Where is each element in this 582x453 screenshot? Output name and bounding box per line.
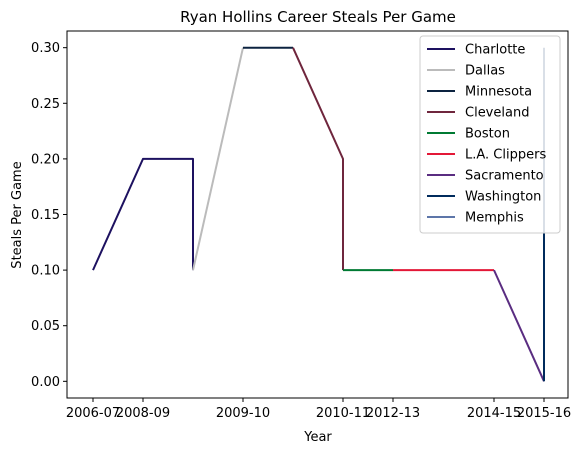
x-tick-label: 2015-16 [517,406,571,421]
legend-label: Cleveland [465,106,529,121]
legend-label: Washington [465,190,541,205]
legend-label: L.A. Clippers [465,148,546,163]
legend-box [419,35,561,234]
legend-label: Sacramento [465,169,544,184]
legend: Charlotte Dallas Minnesota Cleveland Boston L… [419,35,561,234]
series-line-0 [92,157,194,271]
series-line-6 [493,269,545,382]
series-line-3 [292,47,344,271]
legend-label: Minnesota [465,85,532,100]
legend-label: Dallas [465,64,505,79]
y-tick-label: 0.15 [31,208,60,223]
y-tick-label: 0.30 [31,41,60,56]
x-tick-label: 2014-15 [467,406,521,421]
y-tick-label: 0.25 [31,97,60,112]
y-tick-label: 0.05 [31,319,60,334]
legend-label: Memphis [465,211,524,226]
y-tick-label: 0.20 [31,152,60,167]
x-tick-label: 2008-09 [116,406,170,421]
y-axis-title: Steals Per Game [10,161,25,268]
x-tick-label: 2009-10 [216,406,270,421]
x-tick-label: 2006-07 [66,406,120,421]
x-tick-label: 2010-11 [316,406,370,421]
x-tick-label: 2012-13 [366,406,420,421]
x-axis-title: Year [303,430,332,445]
chart-title: Ryan Hollins Career Steals Per Game [180,8,456,26]
legend-label: Boston [465,127,510,142]
y-tick-label: 0.00 [31,375,60,390]
legend-label: Charlotte [465,43,525,58]
y-tick-label: 0.10 [31,264,60,279]
series-line-1 [192,47,244,271]
